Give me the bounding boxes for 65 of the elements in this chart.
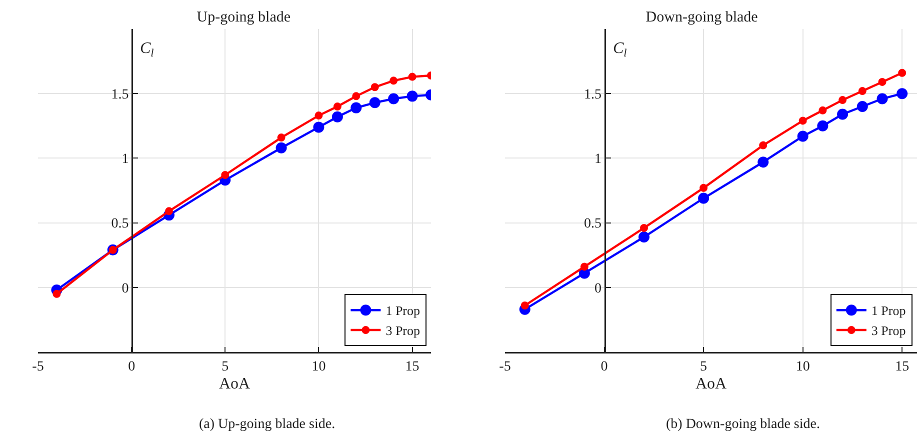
y-tick-label: 0 — [594, 281, 602, 296]
point — [837, 108, 848, 120]
point — [332, 111, 343, 122]
point — [876, 93, 888, 104]
point — [758, 156, 769, 168]
x-axis-title: AoA — [695, 376, 727, 393]
point — [388, 93, 400, 104]
legend-label: 1 Prop — [871, 303, 906, 318]
y-axis-title: C$_{l}$ — [613, 40, 627, 60]
point — [838, 96, 847, 104]
chart-title: Up-going blade — [196, 10, 291, 26]
x-axis-title: AoA — [218, 376, 250, 393]
y-tick-label: 0.5 — [584, 216, 602, 232]
point — [369, 97, 380, 108]
point — [759, 141, 768, 150]
point — [858, 87, 866, 96]
chart-title: Down-going blade — [646, 10, 758, 26]
point — [638, 232, 650, 243]
point — [314, 112, 323, 120]
point — [640, 224, 648, 232]
x-tick-label: 10 — [796, 359, 810, 374]
y-axis-title: C$_{l}$ — [140, 40, 154, 60]
x-tick-label: 15 — [895, 359, 910, 374]
point — [698, 192, 710, 204]
x-tick-label: 10 — [312, 359, 326, 374]
point — [817, 120, 828, 132]
y-tick-label: 1 — [122, 152, 129, 168]
x-tick-label: -5 — [32, 359, 44, 374]
text: (b) Down-going blade side. — [666, 417, 820, 432]
legend-label: 1 Prop — [386, 303, 420, 318]
point — [313, 122, 324, 133]
point — [390, 76, 398, 85]
x-tick-label: 15 — [405, 359, 420, 374]
point — [797, 130, 808, 142]
point — [818, 106, 827, 114]
y-tick-label: 0 — [122, 281, 129, 296]
point — [408, 72, 416, 81]
legend-label: 3 Prop — [386, 323, 420, 338]
point — [878, 78, 886, 86]
point — [798, 116, 807, 125]
y-tick-label: 1 — [594, 152, 602, 168]
point — [520, 301, 529, 310]
point — [700, 184, 708, 192]
point — [856, 101, 868, 112]
legend-label: 3 Prop — [871, 323, 906, 338]
point — [896, 88, 908, 100]
point — [580, 262, 588, 271]
point — [165, 207, 173, 216]
y-tick-label: 1.5 — [584, 88, 602, 102]
y-tick-label: 1.5 — [111, 88, 129, 102]
point — [406, 90, 418, 102]
point — [898, 68, 906, 77]
y-tick-label: 0.5 — [111, 216, 129, 232]
text: (a) Up-going blade side. — [199, 417, 336, 432]
point — [350, 102, 362, 114]
x-tick-label: 5 — [700, 359, 708, 374]
point — [352, 92, 360, 100]
point — [333, 102, 342, 111]
x-tick-label: -5 — [499, 359, 511, 374]
point — [370, 83, 379, 92]
point — [221, 171, 230, 179]
point — [276, 142, 287, 154]
point — [277, 134, 286, 142]
x-tick-label: 5 — [222, 359, 229, 374]
point — [52, 290, 61, 298]
